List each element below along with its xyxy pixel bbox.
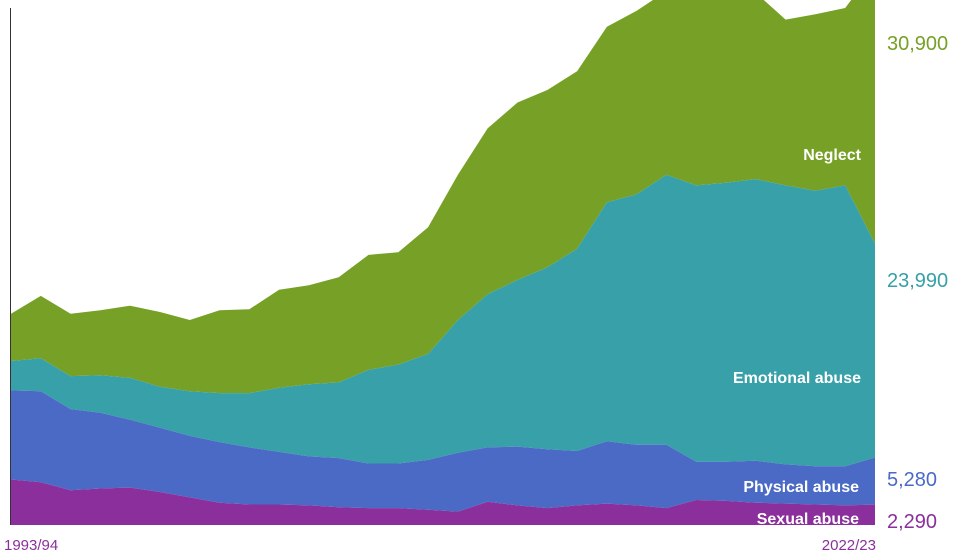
series-label-neglect: Neglect xyxy=(803,147,861,164)
series-label-physical-abuse: Physical abuse xyxy=(743,479,859,496)
area-sexual-abuse xyxy=(11,479,875,525)
area-neglect xyxy=(11,0,875,394)
x-tick-label-last: 2022/23 xyxy=(822,537,876,554)
end-label-sexual-abuse: 2,290 xyxy=(887,511,937,533)
end-label-neglect: 30,900 xyxy=(887,33,948,55)
chart-areas xyxy=(11,0,875,525)
series-label-sexual-abuse: Sexual abuse xyxy=(757,511,859,528)
area-emotional-abuse xyxy=(11,174,875,467)
area-physical-abuse xyxy=(11,390,875,512)
x-tick-label-first: 1993/94 xyxy=(4,537,58,554)
end-label-emotional-abuse: 23,990 xyxy=(887,270,948,292)
end-label-physical-abuse: 5,280 xyxy=(887,469,937,491)
series-label-emotional-abuse: Emotional abuse xyxy=(733,370,861,387)
